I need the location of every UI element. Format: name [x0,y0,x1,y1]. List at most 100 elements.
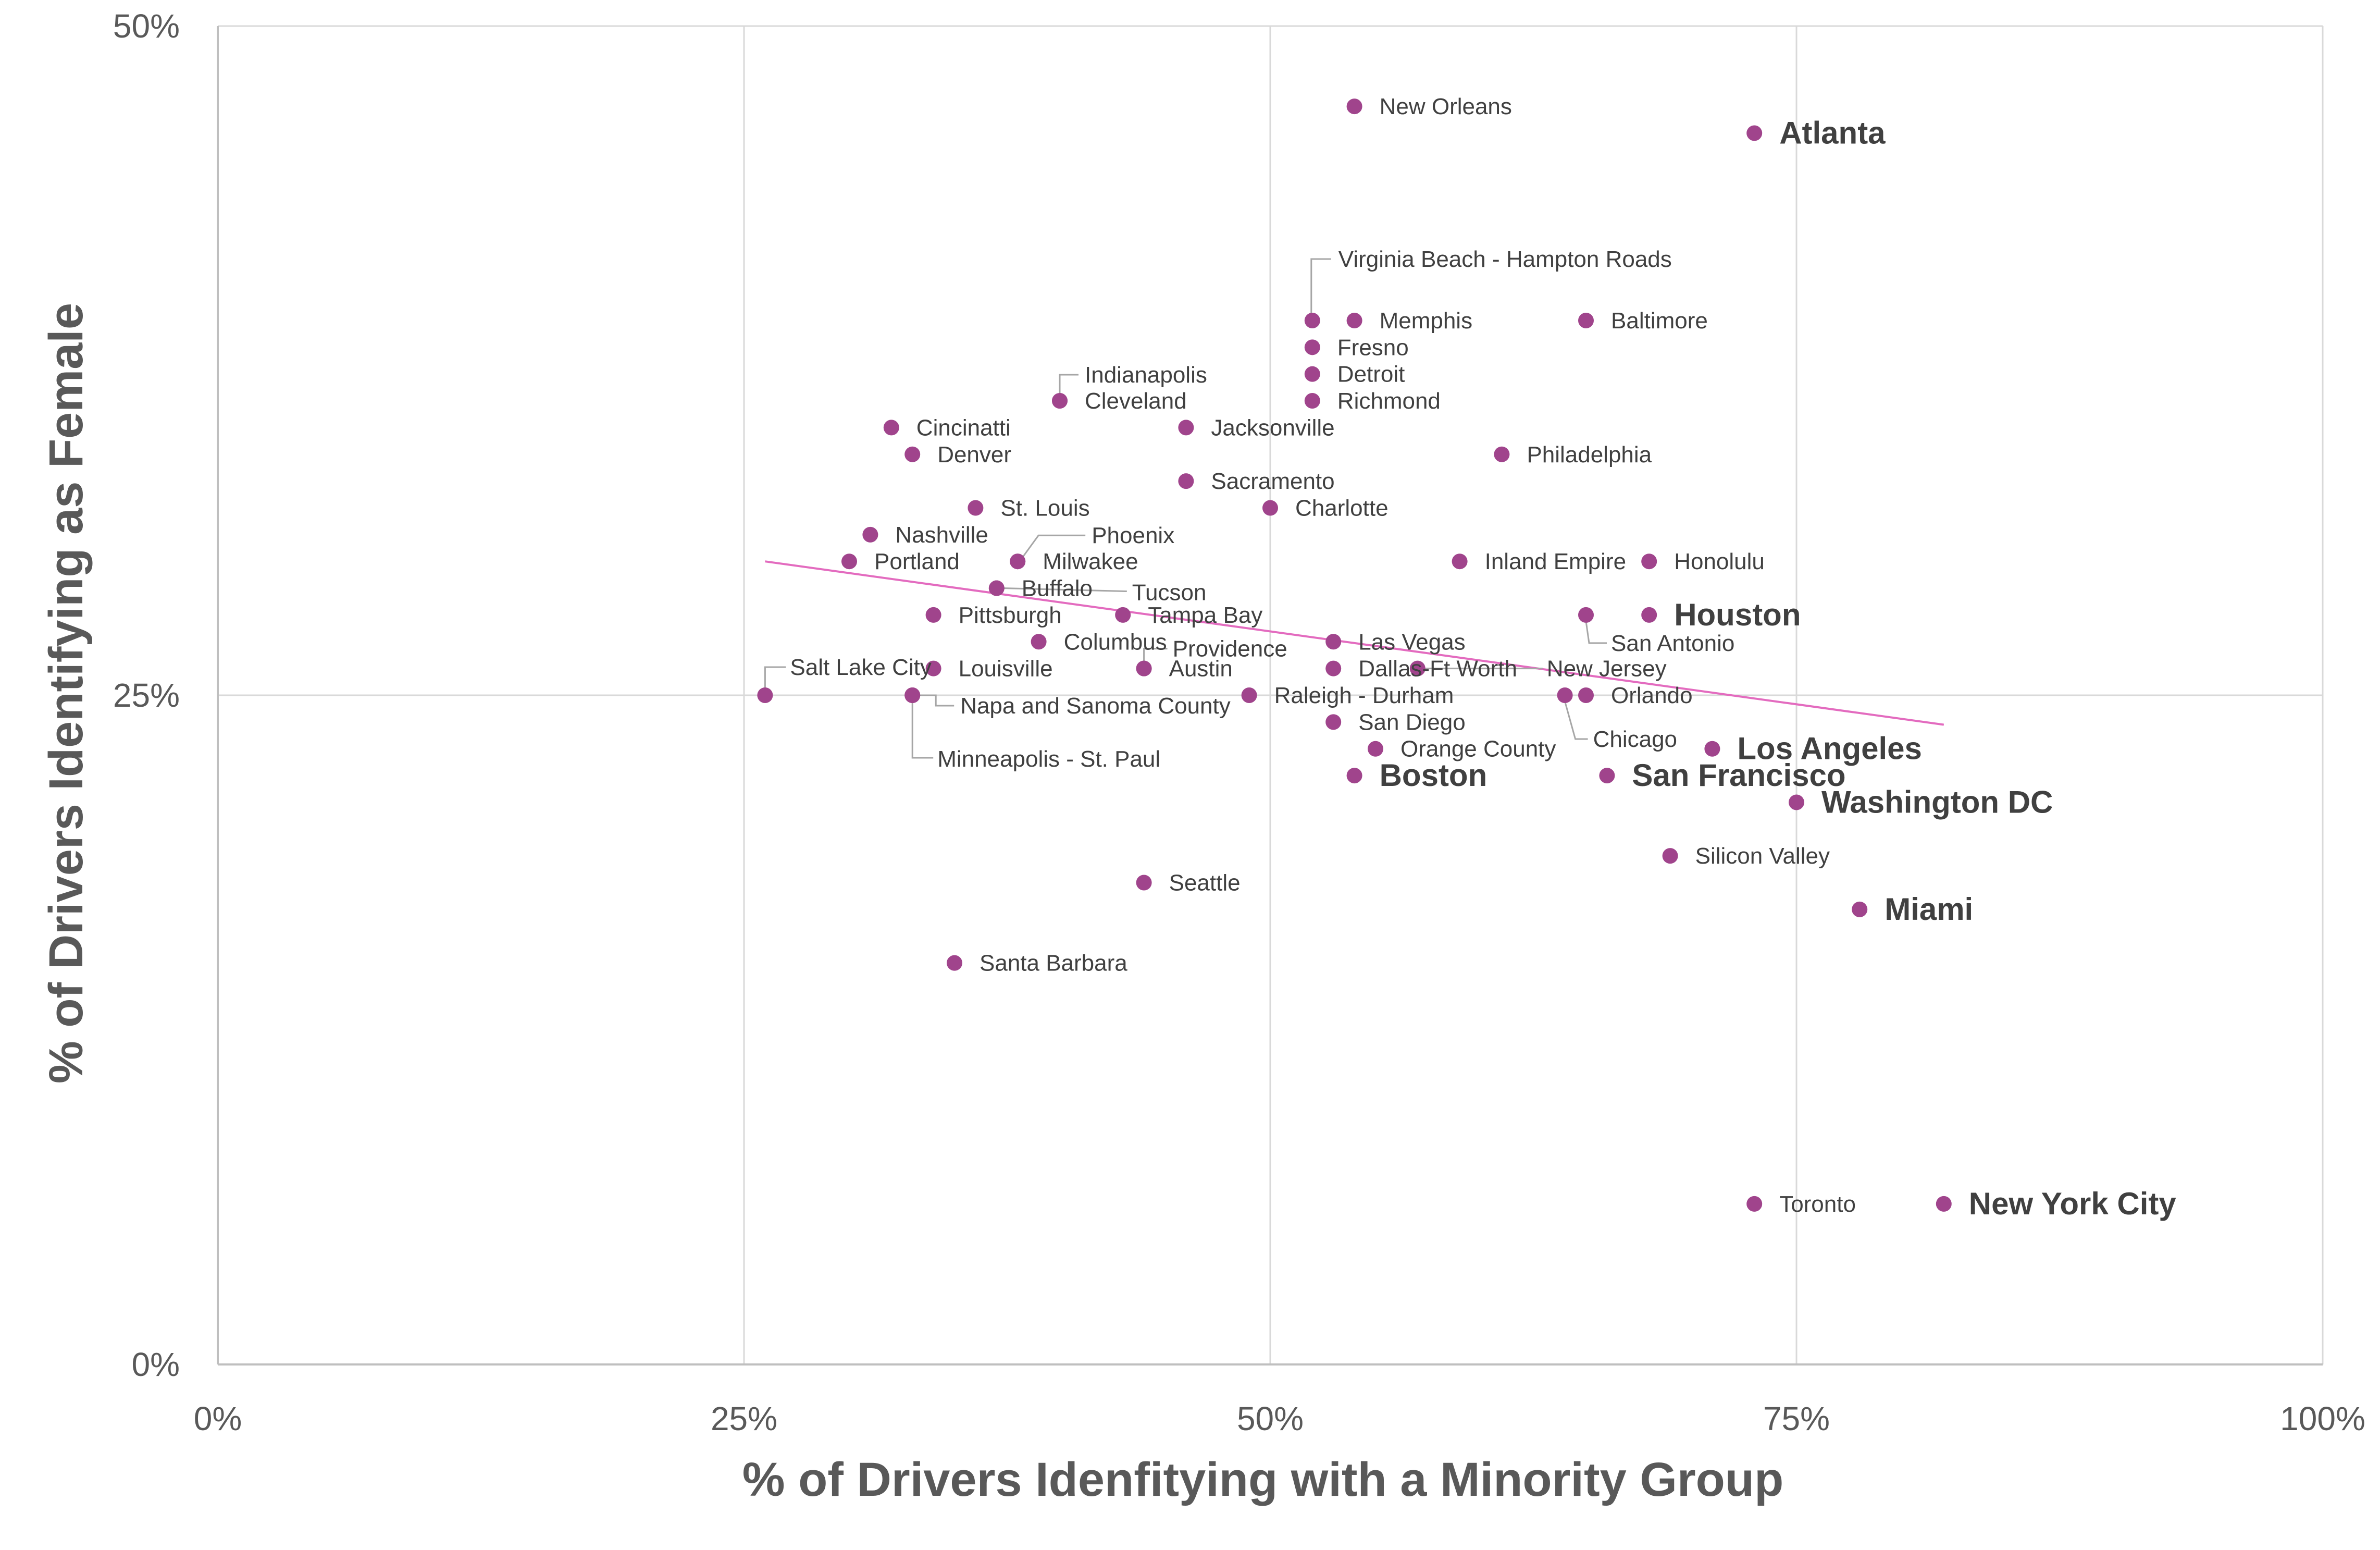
data-points [757,99,1952,1212]
data-point [883,420,899,436]
data-point [1409,660,1425,676]
leader-line [1021,534,1086,559]
data-point [757,687,773,703]
data-point [1178,473,1194,489]
point-label: St. Louis [1000,495,1089,521]
point-label: San Antonio [1611,631,1734,656]
data-point [1641,553,1657,570]
data-point [1557,687,1573,703]
leader-line [1059,374,1079,396]
leader-line [1564,701,1588,740]
y-tick-label: 25% [113,676,180,714]
point-label: Washington DC [1821,784,2053,819]
data-point [925,660,941,676]
data-point [1599,768,1615,784]
data-point [1852,901,1868,917]
leader-line [1585,621,1607,644]
x-tick-label: 50% [1237,1400,1304,1437]
data-point [1578,687,1594,703]
point-label: Toronto [1779,1191,1856,1217]
point-label: Richmond [1337,388,1441,414]
point-label: Salt Lake City [790,655,931,680]
data-point [904,687,921,703]
data-point [1704,741,1720,757]
data-point [988,580,1005,596]
data-point [1346,99,1362,115]
data-point [1325,634,1342,650]
point-label: New Jersey [1547,656,1667,682]
point-label: Indianapolis [1085,362,1207,388]
point-label: Miami [1885,892,1973,927]
data-point [1241,687,1257,703]
point-label: Philadelphia [1527,442,1652,468]
data-point [1304,366,1320,382]
point-label: Raleigh - Durham [1274,683,1454,708]
point-label: Charlotte [1295,495,1389,521]
data-point [1304,393,1320,409]
data-point [1136,875,1152,891]
point-label: Santa Barbara [980,951,1127,976]
point-label: Minneapolis - St. Paul [937,746,1160,772]
point-label: San Diego [1358,709,1465,735]
leader-line [1002,587,1127,593]
point-label: Virginia Beach - Hampton Roads [1338,247,1672,272]
point-label: Tampa Bay [1148,602,1262,628]
data-point [1578,607,1594,623]
data-point [1031,634,1047,650]
x-tick-label: 100% [2280,1400,2365,1437]
point-label: Inland Empire [1485,549,1626,574]
point-label: New York City [1969,1186,2177,1221]
point-label: Detroit [1337,362,1405,387]
point-label: Providence [1173,636,1287,662]
data-point [841,553,857,570]
data-point [1452,553,1468,570]
data-point [1641,607,1657,623]
leader-line [912,694,955,707]
point-label: Dallas-Ft Worth [1358,656,1517,682]
point-label: Atlanta [1779,115,1886,150]
point-label: Chicago [1593,727,1677,752]
data-point [1346,312,1362,328]
leader-line [911,703,934,759]
data-point [1325,660,1342,676]
gridlines [218,25,2324,1364]
point-label: Baltimore [1611,308,1708,334]
tick-labels: 0% 25% 50% 75% 100% 0% 25% 50% [113,7,2365,1437]
point-label: Cincinatti [916,415,1011,440]
trendline [765,560,1944,726]
point-label: Jacksonville [1211,415,1334,440]
leader-line [1143,648,1168,663]
point-label: Portland [874,549,960,574]
y-tick-label: 0% [132,1346,180,1383]
point-label: Denver [937,442,1011,468]
point-label: Orlando [1611,683,1693,708]
data-point [1052,393,1068,409]
x-tick-label: 75% [1763,1400,1830,1437]
point-label: Houston [1674,597,1801,632]
point-label: Silicon Valley [1695,843,1830,869]
point-label: Buffalo [1022,576,1093,601]
point-label: Phoenix [1092,523,1174,548]
trend-line [765,560,1944,726]
data-point [904,446,921,462]
data-point [925,607,941,623]
point-label: Boston [1380,758,1488,793]
point-label: Milwakee [1043,549,1138,574]
data-point [1178,420,1194,436]
data-point [1936,1196,1952,1212]
data-point [1304,312,1320,328]
data-point [1346,768,1362,784]
data-point [862,526,878,543]
data-point [1304,339,1320,355]
data-point [1368,741,1383,757]
point-label: San Francisco [1632,758,1845,793]
data-point [1746,125,1763,141]
data-point [947,955,962,971]
data-point [1136,660,1152,676]
point-label: Cleveland [1085,388,1187,414]
point-label: Orange County [1400,736,1556,762]
point-label: Columbus [1064,629,1167,655]
point-label: Austin [1169,656,1233,682]
point-label: Los Angeles [1737,731,1922,766]
